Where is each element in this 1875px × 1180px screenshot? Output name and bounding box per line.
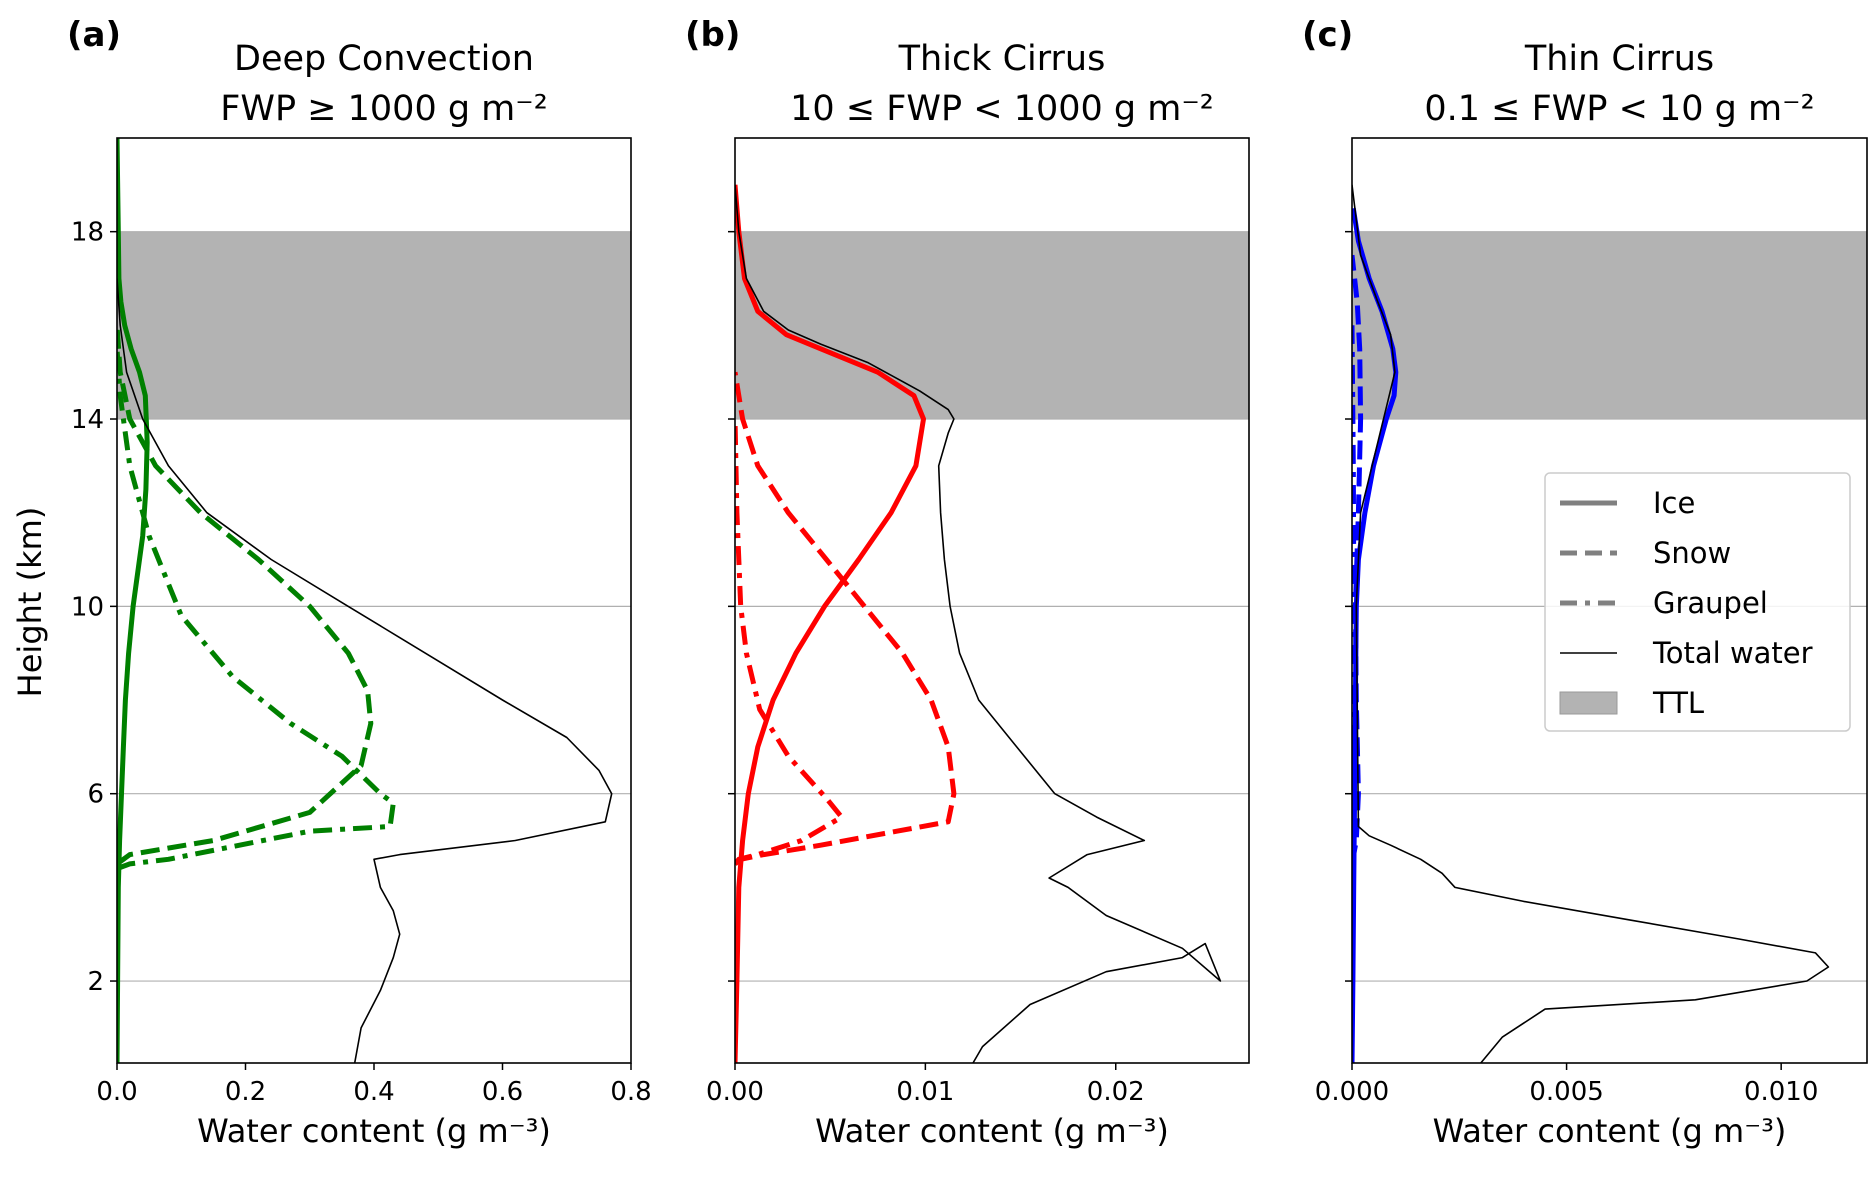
legend-box	[1544, 472, 1851, 732]
axes-frame	[1351, 137, 1868, 1064]
axes-frame	[116, 137, 632, 1064]
y-axis-label: Height (km)	[11, 507, 49, 698]
panel-letter: (a)	[67, 15, 121, 55]
x-axis-label: Water content (g m⁻³)	[197, 1112, 551, 1150]
ice-line	[117, 138, 150, 1063]
graupel-line	[117, 348, 396, 871]
x-tick-label: 0.00	[706, 1077, 764, 1107]
x-axis-label: Water content (g m⁻³)	[815, 1112, 1169, 1150]
x-axis-label: Water content (g m⁻³)	[1433, 1112, 1787, 1150]
x-tick-label: 0.01	[896, 1077, 954, 1107]
x-tick-label: 0.2	[225, 1077, 266, 1107]
panel-title: Thin Cirrus	[1524, 39, 1714, 79]
x-tick-label: 0.010	[1744, 1077, 1818, 1107]
legend-swatch-ttl	[1559, 691, 1618, 715]
panel-subtitle: 0.1 ≤ FWP < 10 g m⁻²	[1424, 89, 1814, 129]
total-water-line	[117, 278, 613, 1063]
panel-0: 2 6 10 14 18 0.0 0.2 0.4 0.6 0.8 Water content (g …	[67, 15, 652, 1150]
series-group	[1352, 184, 1830, 1063]
panel-1: 0.00 0.01 0.02 Water content (g m⁻³) Thick C…	[685, 15, 1250, 1150]
panels: 2 6 10 14 18 0.0 0.2 0.4 0.6 0.8 Water content (g …	[67, 15, 1868, 1150]
series-group	[735, 184, 1222, 1063]
ice-line	[735, 184, 926, 1063]
total-water-line	[1352, 184, 1830, 1063]
ttl-band	[117, 231, 631, 420]
x-tick-label: 0.8	[610, 1077, 651, 1107]
y-tick-label: 18	[71, 218, 104, 248]
x-tick-label: 0.02	[1087, 1077, 1145, 1107]
panel-subtitle: FWP ≥ 1000 g m⁻²	[220, 89, 548, 129]
panel-2: 0.000 0.005 0.010 Water content (g m⁻³) Thin…	[1302, 15, 1868, 1150]
legend-label: TTL	[1652, 686, 1704, 720]
panel-letter: (c)	[1302, 15, 1353, 55]
x-tick-label: 0.4	[353, 1077, 394, 1107]
graupel-line	[735, 418, 845, 866]
legend-label: Total water	[1652, 636, 1813, 670]
ttl-band	[735, 231, 1249, 420]
axes-frame	[734, 137, 1250, 1064]
series-group	[117, 138, 613, 1063]
panel-title: Deep Convection	[234, 39, 534, 79]
y-tick-label: 14	[71, 405, 104, 435]
snow-line	[117, 325, 374, 866]
panel-subtitle: 10 ≤ FWP < 1000 g m⁻²	[790, 89, 1214, 129]
total-water-line	[735, 184, 1222, 1063]
x-tick-label: 0.6	[482, 1077, 523, 1107]
x-tick-label: 0.005	[1529, 1077, 1603, 1107]
panel-letter: (b)	[685, 15, 740, 55]
graupel-line	[1352, 325, 1357, 865]
y-tick-label: 6	[87, 780, 104, 810]
y-tick-label: 10	[71, 592, 104, 622]
legend-label: Ice	[1653, 486, 1695, 520]
legend: Ice Snow Graupel Total water TTL	[1544, 472, 1851, 732]
panel-title: Thick Cirrus	[898, 39, 1106, 79]
ttl-band	[1352, 231, 1867, 420]
x-tick-label: 0.000	[1315, 1077, 1389, 1107]
snow-line	[1352, 254, 1364, 865]
x-tick-label: 0.0	[96, 1077, 137, 1107]
legend-label: Graupel	[1653, 586, 1768, 620]
legend-label: Snow	[1653, 536, 1731, 570]
y-tick-label: 2	[87, 967, 104, 997]
snow-line	[735, 371, 957, 866]
